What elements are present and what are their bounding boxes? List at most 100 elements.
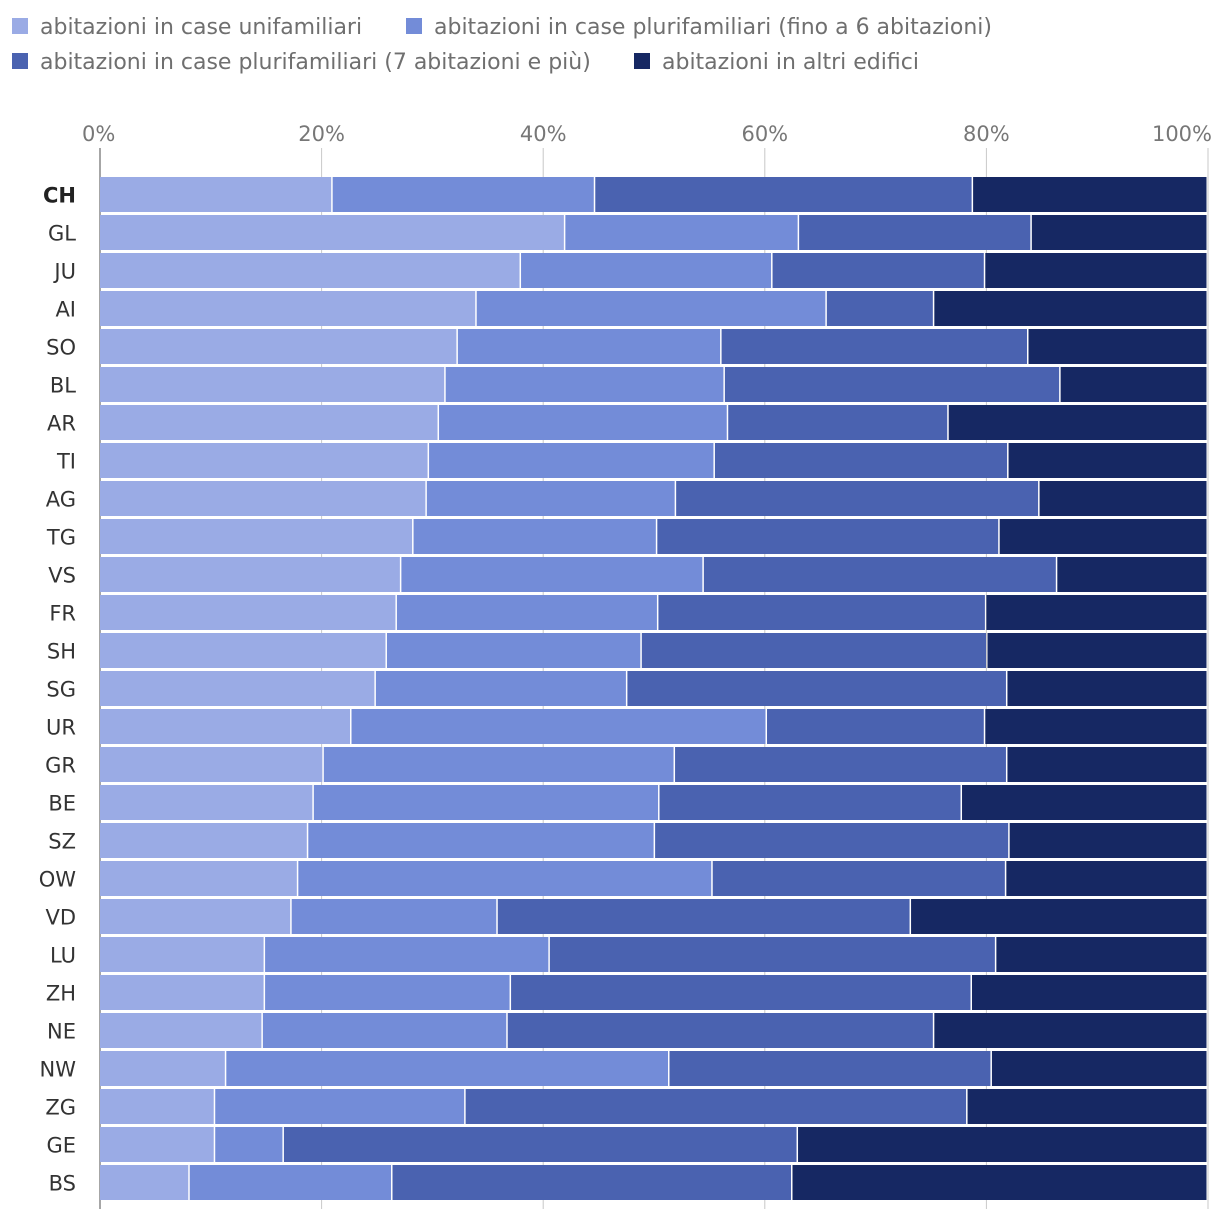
bar-AG-series-2 [426, 481, 675, 516]
tick-label-80: 80% [963, 122, 1010, 146]
bar-GE-series-2 [215, 1127, 283, 1162]
bar-TI-series-3 [714, 443, 1008, 478]
bar-FR-series-3 [658, 595, 985, 630]
category-label-GL: GL [48, 222, 76, 246]
bar-NW-series-1 [100, 1051, 225, 1086]
category-label-VS: VS [48, 564, 76, 588]
category-label-AI: AI [55, 298, 76, 322]
bar-SZ-series-1 [100, 823, 307, 858]
bar-TG-series-1 [100, 519, 413, 554]
tick-label-20: 20% [298, 122, 345, 146]
category-label-SO: SO [46, 336, 76, 360]
bar-GR-series-2 [323, 747, 674, 782]
category-label-SZ: SZ [48, 830, 76, 854]
x-axis-tick-labels: 0% 20% 40% 60% 80% 100% [82, 122, 1212, 146]
category-label-SG: SG [46, 678, 76, 702]
bar-SH-series-2 [386, 633, 641, 668]
bar-NE-series-4 [934, 1013, 1207, 1048]
bar-OW-series-4 [1006, 861, 1207, 896]
bar-FR-series-4 [986, 595, 1207, 630]
bar-SO-series-2 [457, 329, 721, 364]
bar-LU-series-2 [265, 937, 549, 972]
bar-SH-series-1 [100, 633, 386, 668]
legend-label-4: abitazioni in altri edifici [662, 50, 919, 75]
bar-FR-series-1 [100, 595, 396, 630]
bar-TI-series-2 [429, 443, 714, 478]
bars [100, 177, 1207, 1200]
bar-SZ-series-4 [1009, 823, 1207, 858]
bar-ZH-series-3 [511, 975, 971, 1010]
bar-SH-series-3 [641, 633, 987, 668]
category-label-BE: BE [48, 792, 76, 816]
bar-UR-series-4 [985, 709, 1207, 744]
bar-AR-series-2 [439, 405, 727, 440]
bar-AR-series-1 [100, 405, 438, 440]
bar-ZH-series-1 [100, 975, 264, 1010]
bar-SG-series-3 [627, 671, 1006, 706]
bar-BS-series-2 [189, 1165, 392, 1200]
bar-VD-series-1 [100, 899, 291, 934]
bar-GL-series-1 [100, 215, 564, 250]
bar-CH-series-4 [973, 177, 1207, 212]
category-label-AR: AR [47, 412, 76, 436]
legend-label-3: abitazioni in case plurifamiliari (7 abi… [40, 50, 591, 75]
bar-SG-series-2 [375, 671, 626, 706]
bar-SO-series-1 [100, 329, 457, 364]
bar-JU-series-3 [772, 253, 984, 288]
bar-VD-series-4 [911, 899, 1207, 934]
bar-LU-series-3 [549, 937, 995, 972]
category-label-FR: FR [49, 602, 76, 626]
tick-label-60: 60% [741, 122, 788, 146]
bar-GE-series-4 [798, 1127, 1207, 1162]
bar-ZH-series-2 [265, 975, 510, 1010]
legend-swatch-3 [12, 53, 28, 69]
bar-BE-series-2 [313, 785, 659, 820]
bar-OW-series-2 [298, 861, 712, 896]
bar-NW-series-3 [669, 1051, 991, 1086]
category-label-JU: JU [52, 260, 76, 284]
bar-GL-series-2 [565, 215, 798, 250]
bar-JU-series-4 [985, 253, 1207, 288]
category-label-NW: NW [40, 1058, 77, 1082]
bar-GL-series-4 [1031, 215, 1207, 250]
tick-label-100: 100% [1152, 122, 1212, 146]
bar-AR-series-3 [728, 405, 948, 440]
bar-VD-series-2 [291, 899, 497, 934]
bar-BE-series-3 [659, 785, 961, 820]
bar-TI-series-4 [1008, 443, 1207, 478]
bar-NE-series-2 [262, 1013, 507, 1048]
bar-SG-series-4 [1007, 671, 1207, 706]
legend-label-1: abitazioni in case unifamiliari [40, 15, 362, 40]
bar-SO-series-4 [1028, 329, 1207, 364]
bar-OW-series-1 [100, 861, 297, 896]
bar-JU-series-2 [521, 253, 772, 288]
bar-TG-series-3 [657, 519, 999, 554]
category-label-GR: GR [45, 754, 76, 778]
bar-VS-series-3 [703, 557, 1056, 592]
category-label-SH: SH [47, 640, 76, 664]
legend-label-2: abitazioni in case plurifamiliari (fino … [434, 15, 992, 40]
category-label-UR: UR [46, 716, 76, 740]
bar-CH-series-1 [100, 177, 332, 212]
bar-SG-series-1 [100, 671, 375, 706]
bar-TG-series-2 [413, 519, 656, 554]
bar-AG-series-4 [1039, 481, 1207, 516]
bar-ZG-series-4 [967, 1089, 1207, 1124]
bar-SO-series-3 [721, 329, 1028, 364]
category-label-GE: GE [46, 1134, 76, 1158]
bar-NE-series-3 [507, 1013, 933, 1048]
bar-AI-series-1 [100, 291, 476, 326]
category-label-ZG: ZG [45, 1096, 76, 1120]
bar-BL-series-1 [100, 367, 445, 402]
category-label-OW: OW [39, 868, 77, 892]
bar-BE-series-1 [100, 785, 313, 820]
category-label-TI: TI [56, 450, 76, 474]
bar-ZH-series-4 [971, 975, 1207, 1010]
bar-FR-series-2 [396, 595, 657, 630]
bar-BL-series-2 [445, 367, 724, 402]
bar-BL-series-3 [724, 367, 1060, 402]
bar-GL-series-3 [799, 215, 1031, 250]
bar-GE-series-1 [100, 1127, 214, 1162]
bar-OW-series-3 [712, 861, 1005, 896]
